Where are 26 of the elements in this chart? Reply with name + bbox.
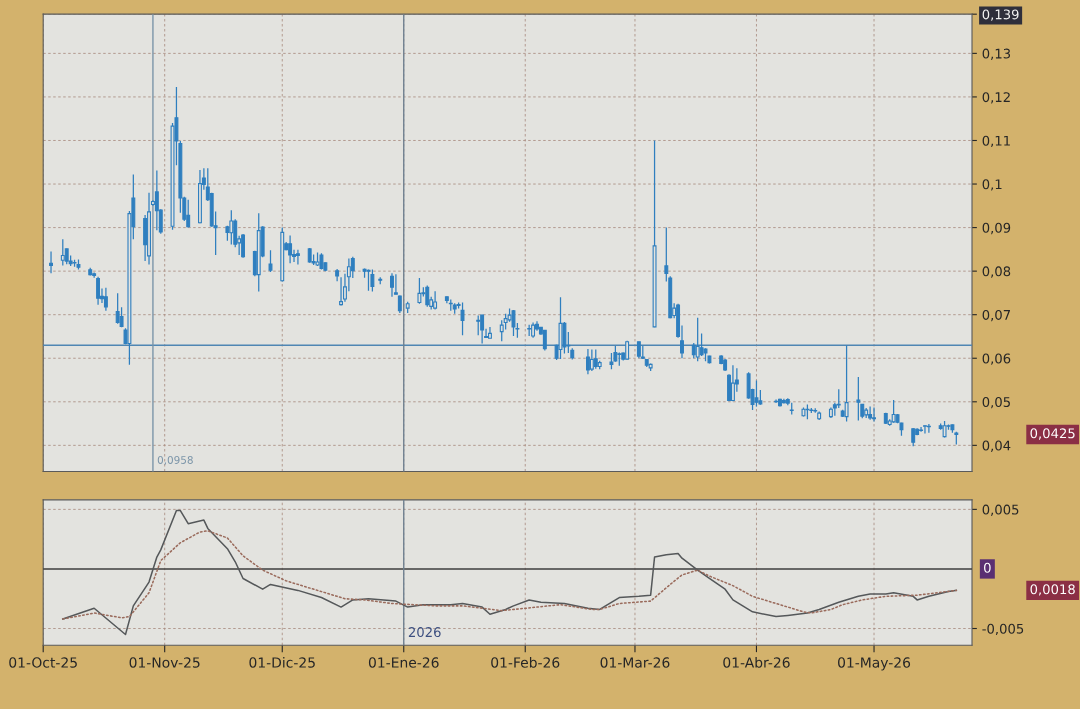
y-tick-label: -0,005	[982, 623, 1024, 636]
y-tick-label: 0,12	[982, 92, 1010, 104]
y-tick-label: 0,06	[982, 353, 1011, 365]
ref-line-label: 2026	[408, 627, 441, 638]
ref-line-label: 0,0958	[157, 456, 193, 465]
y-tick-label: 0,139	[982, 9, 1019, 21]
y-tick-label: 0,11	[982, 135, 1010, 148]
x-tick-label: 01-Dic-25	[249, 657, 315, 668]
y-tick-label: 0,04	[982, 440, 1011, 452]
x-tick-label: 01-Abr-26	[723, 657, 790, 668]
y-tick-label: 0,1	[982, 179, 1002, 191]
x-tick-label: 01-Ene-26	[368, 657, 439, 668]
text: 0,0425	[1030, 428, 1075, 440]
x-tick-label: 01-Oct-25	[9, 657, 77, 668]
y-tick-label: 0,07	[982, 309, 1010, 322]
y-tick-label: 0,09	[982, 222, 1011, 235]
x-tick-label: 01-Nov-25	[129, 657, 200, 668]
y-tick-label: 0,005	[982, 504, 1019, 516]
y-tick-label: 0,13	[982, 48, 1011, 60]
x-tick-label: 01-May-26	[838, 657, 911, 671]
y-tick-label: 0,05	[982, 397, 1010, 409]
y-tick-label: 0,08	[982, 266, 1011, 278]
ref-line-label: 0	[984, 562, 991, 573]
x-tick-label: 01-Feb-26	[491, 657, 560, 668]
text: 0,0018	[1030, 584, 1075, 596]
x-tick-label: 01-Mar-26	[600, 657, 670, 668]
